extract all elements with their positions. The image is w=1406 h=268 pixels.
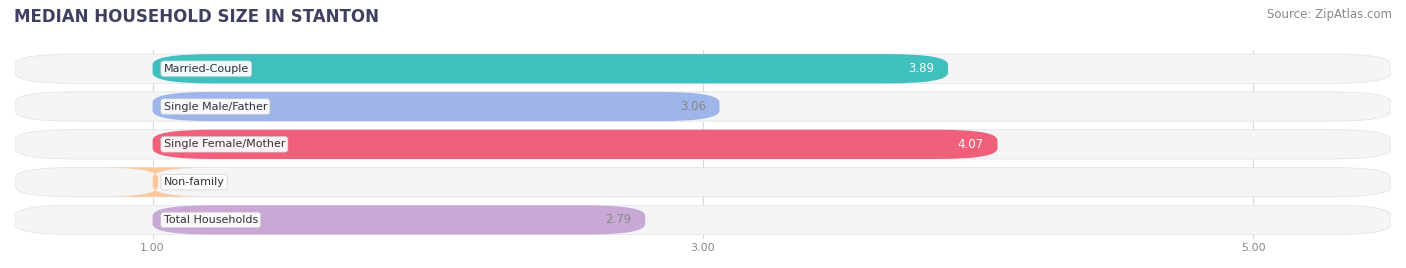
FancyBboxPatch shape bbox=[15, 54, 1391, 83]
Text: 1.02: 1.02 bbox=[180, 176, 207, 189]
FancyBboxPatch shape bbox=[15, 205, 1391, 234]
Text: Source: ZipAtlas.com: Source: ZipAtlas.com bbox=[1267, 8, 1392, 21]
Text: 3.89: 3.89 bbox=[908, 62, 934, 75]
Text: 4.07: 4.07 bbox=[957, 138, 984, 151]
FancyBboxPatch shape bbox=[15, 92, 1391, 121]
FancyBboxPatch shape bbox=[153, 205, 645, 234]
Text: 3.06: 3.06 bbox=[679, 100, 706, 113]
FancyBboxPatch shape bbox=[15, 168, 1391, 197]
Text: Total Households: Total Households bbox=[163, 215, 257, 225]
FancyBboxPatch shape bbox=[97, 168, 214, 197]
FancyBboxPatch shape bbox=[153, 130, 997, 159]
FancyBboxPatch shape bbox=[15, 130, 1391, 159]
FancyBboxPatch shape bbox=[153, 54, 948, 83]
Text: Single Female/Mother: Single Female/Mother bbox=[163, 139, 285, 149]
FancyBboxPatch shape bbox=[153, 92, 720, 121]
Text: 2.79: 2.79 bbox=[605, 213, 631, 226]
Text: Non-family: Non-family bbox=[163, 177, 225, 187]
Text: MEDIAN HOUSEHOLD SIZE IN STANTON: MEDIAN HOUSEHOLD SIZE IN STANTON bbox=[14, 8, 380, 26]
Text: Single Male/Father: Single Male/Father bbox=[163, 102, 267, 111]
Text: Married-Couple: Married-Couple bbox=[163, 64, 249, 74]
